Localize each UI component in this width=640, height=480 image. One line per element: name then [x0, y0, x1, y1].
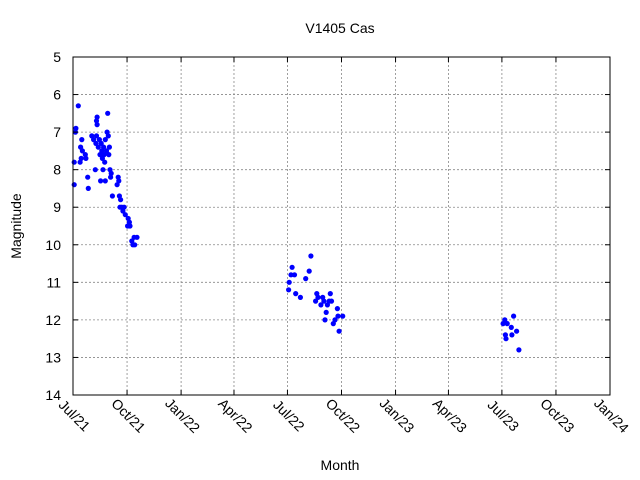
y-tick-label: 9	[53, 199, 61, 215]
data-point	[109, 193, 115, 199]
y-tick-label: 14	[45, 387, 61, 403]
x-tick-label: Jul/21	[56, 397, 94, 435]
data-point	[75, 103, 81, 109]
data-point	[98, 178, 104, 184]
data-point	[334, 306, 340, 312]
data-point	[94, 122, 100, 128]
data-point	[289, 264, 295, 270]
data-point	[93, 140, 99, 146]
data-point	[315, 294, 321, 300]
data-point	[79, 137, 85, 143]
chart-title: V1405 Cas	[305, 20, 374, 36]
data-point	[504, 321, 510, 327]
y-tick-label: 10	[45, 237, 61, 253]
y-tick-label: 7	[53, 124, 61, 140]
data-point	[286, 287, 292, 293]
data-point	[85, 185, 91, 191]
data-point	[102, 159, 108, 165]
data-point	[514, 328, 520, 334]
data-point	[101, 144, 107, 150]
data-point	[95, 144, 101, 150]
data-point	[502, 317, 508, 323]
data-point	[105, 110, 111, 116]
data-point	[127, 223, 133, 229]
data-point	[308, 253, 314, 259]
x-axis-label: Month	[321, 457, 360, 473]
y-tick-label: 8	[53, 162, 61, 178]
data-point	[510, 313, 517, 319]
data-point	[286, 279, 292, 285]
data-point	[291, 272, 298, 278]
y-tick-label: 6	[53, 87, 61, 103]
x-tick-label: Oct/22	[323, 395, 364, 436]
data-point	[297, 294, 303, 300]
data-point	[332, 317, 338, 323]
data-point	[73, 125, 79, 131]
data-point	[79, 148, 85, 154]
data-point	[106, 152, 112, 158]
data-point	[118, 197, 124, 203]
data-point	[116, 178, 122, 184]
data-point	[335, 313, 341, 319]
data-point	[508, 324, 514, 330]
x-tick-label: Jul/22	[270, 397, 308, 435]
data-point	[91, 137, 97, 143]
x-tick-label: Oct/23	[537, 395, 578, 436]
data-point	[121, 204, 127, 210]
data-point	[94, 114, 100, 120]
x-tick-label: Apr/22	[215, 395, 256, 436]
y-tick-label: 11	[46, 274, 61, 290]
y-tick-label: 5	[53, 49, 61, 65]
data-point	[303, 276, 309, 282]
data-point	[340, 313, 346, 319]
data-point	[318, 302, 324, 308]
x-tick-label: Jan/24	[591, 395, 632, 436]
data-point	[78, 155, 84, 161]
data-point	[102, 137, 108, 143]
data-point	[293, 291, 299, 297]
y-tick-label: 13	[45, 349, 61, 365]
y-axis-ticks: 5 6 7 8 9 10 11 12 13 14	[45, 49, 610, 403]
data-point	[321, 298, 327, 304]
x-axis-ticks: Jul/21 Oct/21 Jan/22 Apr/22 Jul/22 Oct/22 Jan/…	[56, 57, 632, 436]
data-point	[102, 178, 108, 184]
data-point	[71, 159, 77, 165]
data-point	[85, 174, 91, 180]
data-point	[306, 268, 312, 274]
data-point	[100, 167, 106, 173]
data-point	[503, 336, 509, 342]
data-point	[101, 152, 107, 158]
data-point	[328, 298, 335, 304]
x-tick-label: Jul/23	[485, 397, 523, 435]
data-point	[509, 332, 515, 338]
x-tick-label: Jan/22	[162, 395, 203, 436]
data-point	[83, 155, 89, 161]
data-point	[132, 242, 138, 248]
y-axis-label: Magnitude	[8, 193, 24, 259]
data-point	[93, 133, 100, 139]
x-tick-label: Jan/23	[377, 395, 418, 436]
data-point	[322, 317, 328, 323]
data-point	[92, 167, 98, 173]
data-point	[103, 148, 110, 154]
data-point	[516, 347, 522, 353]
grid-lines	[73, 57, 610, 395]
y-tick-label: 12	[45, 312, 61, 328]
data-point	[71, 182, 77, 188]
data-point	[106, 144, 112, 150]
data-point	[313, 298, 319, 304]
data-point	[98, 140, 104, 146]
data-point	[108, 170, 114, 176]
data-point	[323, 309, 329, 315]
data-point	[105, 133, 111, 139]
data-point	[134, 234, 140, 240]
x-tick-label: Apr/23	[430, 395, 471, 436]
data-point	[327, 291, 333, 297]
data-points	[71, 103, 522, 353]
x-tick-label: Oct/21	[108, 395, 149, 436]
data-point	[336, 328, 342, 334]
data-point	[122, 212, 128, 218]
